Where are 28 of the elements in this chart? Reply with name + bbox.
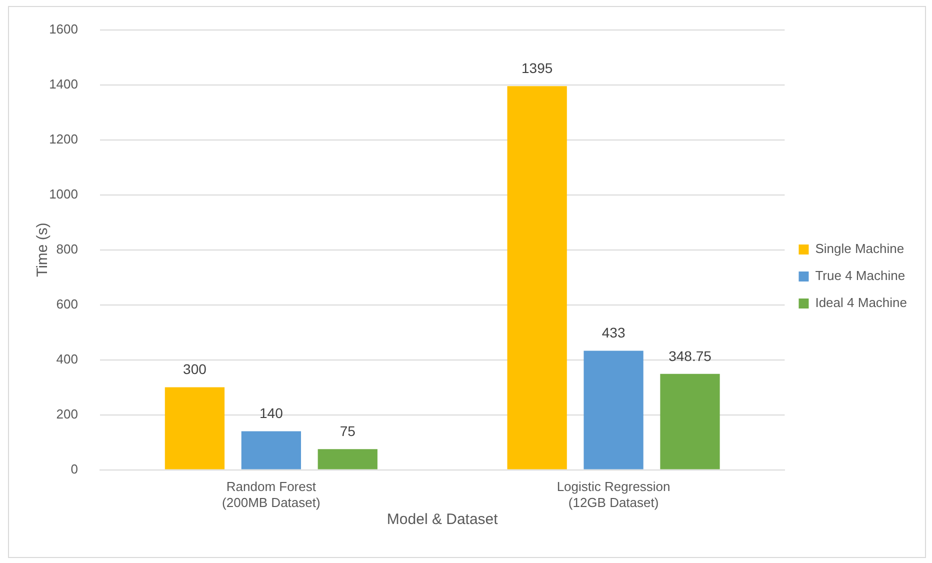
y-tick-label: 1200 — [49, 131, 78, 146]
y-tick-label: 600 — [56, 296, 78, 312]
legend-label: True 4 Machine — [815, 268, 906, 284]
data-label: 433 — [602, 324, 626, 341]
data-label: 348.75 — [668, 348, 712, 364]
bar — [584, 350, 644, 470]
data-label: 75 — [340, 423, 356, 440]
data-label: 1395 — [522, 60, 553, 76]
legend-label: Single Machine — [815, 241, 904, 256]
y-tick-label: 800 — [56, 241, 78, 256]
x-tick-label: Random Forest (200MB Dataset) — [222, 479, 320, 510]
bar — [164, 387, 225, 470]
data-label: 300 — [183, 361, 207, 378]
y-tick-label: 0 — [70, 461, 78, 476]
y-tick-label: 400 — [56, 351, 78, 366]
data-label: 140 — [260, 405, 284, 422]
x-tick-label: Logistic Regression (12GB Dataset) — [556, 479, 670, 510]
bar — [660, 374, 720, 470]
y-axis-title: Time (s) — [34, 222, 52, 278]
y-tick-label: 1600 — [49, 21, 78, 36]
y-tick-label: 1000 — [49, 186, 78, 202]
bar — [318, 449, 378, 470]
y-tick-label: 200 — [56, 406, 78, 422]
bar — [241, 431, 301, 470]
y-tick-label: 1400 — [49, 76, 78, 92]
x-axis-title: Model & Dataset — [386, 511, 499, 528]
legend-label: Ideal 4 Machine — [815, 295, 907, 310]
bar — [507, 86, 567, 470]
